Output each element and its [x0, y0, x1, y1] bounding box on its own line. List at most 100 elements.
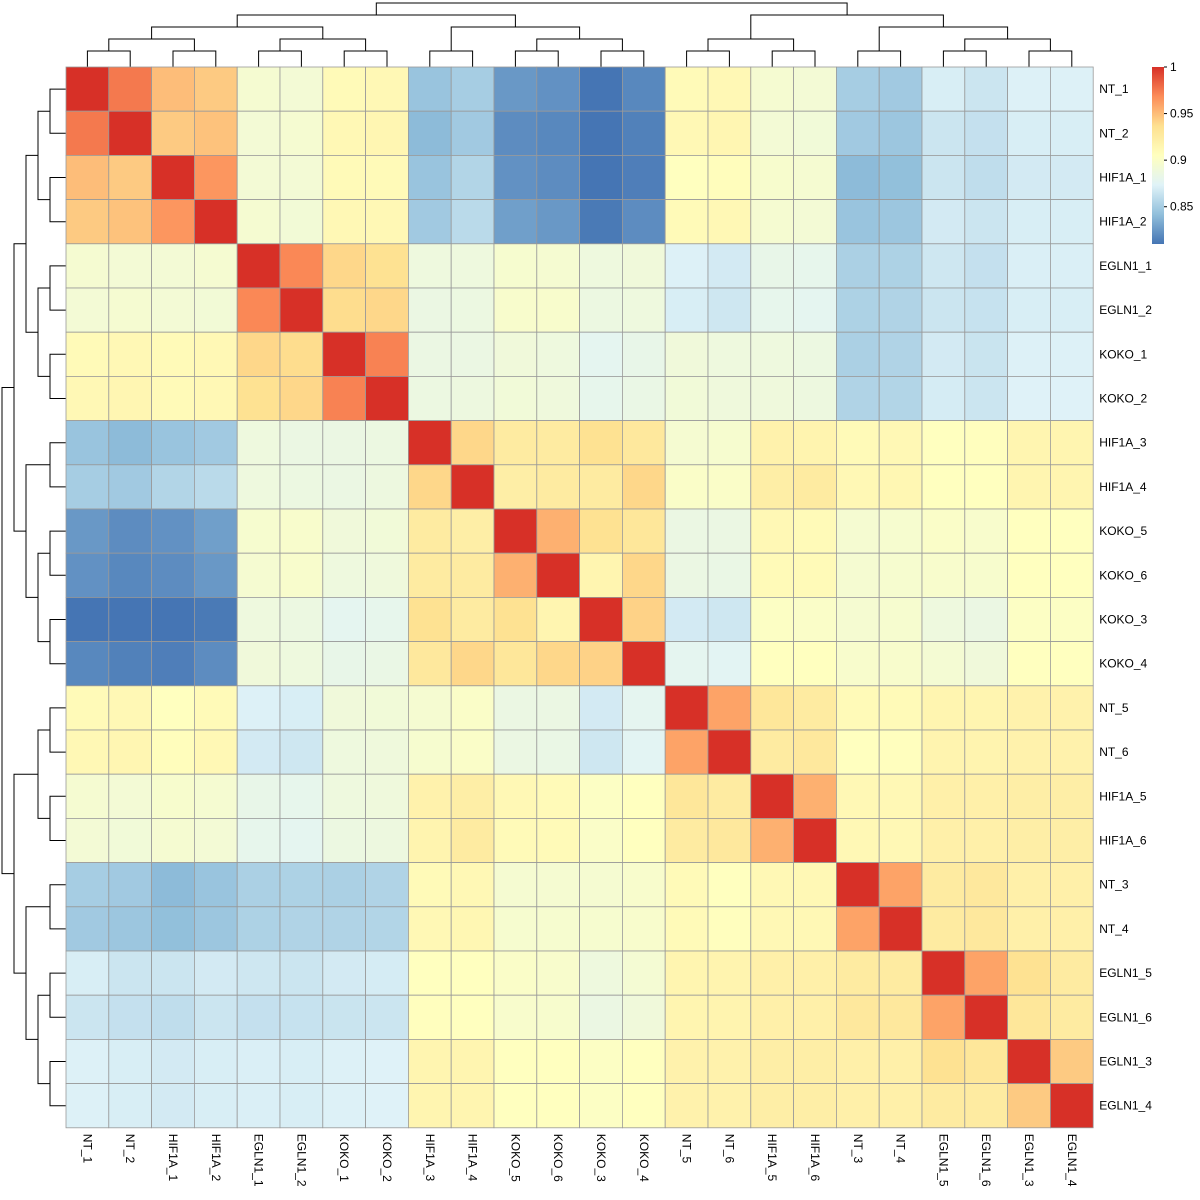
- heatmap-cell: [322, 950, 366, 996]
- heatmap-cell: [579, 1083, 623, 1129]
- heatmap-cell: [622, 950, 666, 996]
- heatmap-cell: [921, 1039, 966, 1085]
- column-label: KOKO_5: [508, 1134, 522, 1182]
- heatmap-cell: [878, 420, 923, 466]
- dendrogram-branch: [37, 287, 50, 377]
- heatmap-cell: [878, 464, 923, 510]
- heatmap-cell: [536, 552, 580, 598]
- heatmap-cell: [750, 994, 794, 1040]
- heatmap-cell: [108, 773, 153, 819]
- heatmap-cell: [750, 66, 794, 112]
- heatmap-cell: [279, 552, 324, 598]
- heatmap-cell: [493, 818, 538, 864]
- heatmap-cell: [108, 154, 153, 200]
- heatmap-cell: [579, 66, 623, 112]
- heatmap-cell: [65, 994, 110, 1040]
- heatmap-cell: [236, 729, 281, 775]
- heatmap-cell: [151, 1083, 195, 1129]
- heatmap-cell: [450, 994, 495, 1040]
- heatmap-cell: [836, 552, 880, 598]
- heatmap-cell: [536, 1083, 580, 1129]
- heatmap-cell: [322, 287, 366, 333]
- heatmap-cell: [707, 110, 752, 156]
- heatmap-cell: [964, 331, 1008, 377]
- heatmap-cell: [493, 906, 538, 952]
- heatmap-cell: [1050, 818, 1094, 864]
- heatmap-cell: [1050, 420, 1094, 466]
- heatmap-cell: [279, 685, 324, 731]
- heatmap-cell: [878, 641, 923, 687]
- heatmap-cell: [1007, 331, 1051, 377]
- heatmap-cell: [536, 773, 580, 819]
- row-label: KOKO_2: [1099, 392, 1147, 406]
- heatmap-cell: [707, 154, 752, 200]
- heatmap-cell: [622, 154, 666, 200]
- heatmap-cell: [750, 773, 794, 819]
- heatmap-cell: [407, 862, 452, 908]
- heatmap-cell: [622, 862, 666, 908]
- heatmap-cell: [236, 685, 281, 731]
- heatmap-cell: [536, 597, 580, 643]
- heatmap-cell: [1007, 552, 1051, 598]
- heatmap-cell: [836, 464, 880, 510]
- heatmap-cell: [664, 66, 709, 112]
- heatmap-cell: [365, 154, 409, 200]
- heatmap-cell: [322, 375, 366, 421]
- column-label: KOKO_4: [637, 1134, 651, 1182]
- heatmap-cell: [1050, 243, 1094, 289]
- heatmap-cell: [878, 287, 923, 333]
- heatmap-cell: [579, 243, 623, 289]
- dendrogram-branch: [13, 243, 26, 532]
- heatmap-cell: [65, 818, 110, 864]
- heatmap-cell: [707, 420, 752, 466]
- heatmap-cell: [65, 1039, 110, 1085]
- heatmap-cell: [536, 464, 580, 510]
- heatmap-cell: [193, 773, 238, 819]
- heatmap-cell: [193, 375, 238, 421]
- heatmap-cell: [793, 552, 837, 598]
- heatmap-cell: [878, 66, 923, 112]
- heatmap-cell: [664, 552, 709, 598]
- heatmap-cell: [322, 199, 366, 245]
- heatmap-cell: [921, 994, 966, 1040]
- dendrogram-branch: [857, 50, 902, 67]
- row-label: HIF1A_4: [1099, 480, 1147, 494]
- heatmap-cell: [579, 552, 623, 598]
- heatmap-cell: [1050, 597, 1094, 643]
- heatmap-cell: [365, 729, 409, 775]
- heatmap-cell: [622, 1039, 666, 1085]
- heatmap-cell: [664, 420, 709, 466]
- heatmap-cell: [322, 729, 366, 775]
- heatmap-cell: [536, 154, 580, 200]
- heatmap-cell: [536, 287, 580, 333]
- heatmap-cell: [579, 862, 623, 908]
- heatmap-cell: [236, 199, 281, 245]
- color-legend-bar: [1152, 67, 1164, 244]
- heatmap-cell: [236, 773, 281, 819]
- heatmap-cell: [664, 994, 709, 1040]
- dendrogram-branch: [49, 884, 66, 930]
- heatmap-cell: [365, 1083, 409, 1129]
- heatmap-cell: [493, 950, 538, 996]
- heatmap-cell: [365, 375, 409, 421]
- heatmap-cell: [964, 508, 1008, 554]
- heatmap-cell: [964, 1083, 1008, 1129]
- column-label: KOKO_3: [594, 1134, 608, 1182]
- heatmap-cell: [193, 862, 238, 908]
- heatmap-cell: [493, 464, 538, 510]
- heatmap-cell: [450, 375, 495, 421]
- heatmap-cell: [322, 818, 366, 864]
- dendrogram-branch: [49, 795, 66, 841]
- heatmap-cell: [579, 464, 623, 510]
- heatmap-cell: [750, 110, 794, 156]
- heatmap-cell: [365, 597, 409, 643]
- heatmap-cell: [407, 641, 452, 687]
- heatmap-cell: [65, 420, 110, 466]
- heatmap-cell: [151, 66, 195, 112]
- heatmap-cell: [536, 818, 580, 864]
- heatmap-cell: [450, 1039, 495, 1085]
- column-label: EGLN1_4: [1065, 1134, 1079, 1187]
- heatmap-cell: [493, 773, 538, 819]
- heatmap-cell: [836, 243, 880, 289]
- heatmap-cell: [65, 906, 110, 952]
